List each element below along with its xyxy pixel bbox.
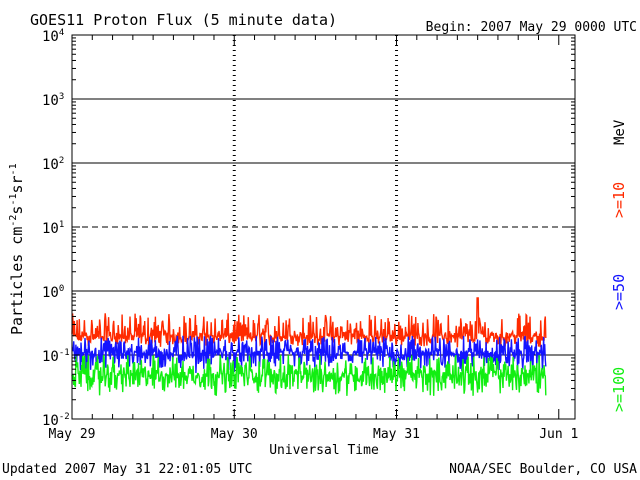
axes-layer: 10-2 10-1 100 101 102 103 104 May 29 May 30 May 3…: [42, 28, 578, 442]
series-line-2: [71, 354, 547, 396]
x-tick-label: Jun 1: [539, 427, 578, 442]
updated-label: Updated 2007 May 31 22:01:05 UTC: [2, 462, 252, 477]
legend-unit: MeV: [612, 119, 628, 145]
y-axis-label: Particles cm-2s-1sr-1: [8, 163, 26, 335]
y-tick-label: 101: [42, 220, 64, 237]
y-tick-label: 100: [42, 284, 64, 301]
legend-50mev: >=50: [610, 274, 628, 310]
x-axis-label: Universal Time: [269, 443, 379, 458]
y-tick-label: 102: [42, 156, 64, 173]
y-tick-label: 10-2: [42, 412, 70, 429]
y-tick-label: 103: [42, 92, 64, 109]
series-line-0: [71, 297, 547, 348]
y-tick-label: 10-1: [42, 348, 70, 365]
x-tick-label: May 29: [49, 427, 96, 442]
begin-label: Begin: 2007 May 29 0000 UTC: [426, 20, 637, 35]
x-tick-label: May 30: [211, 427, 258, 442]
credit-label: NOAA/SEC Boulder, CO USA: [449, 462, 637, 477]
x-tick-label: May 31: [373, 427, 420, 442]
legend-10mev: >=10: [610, 182, 628, 218]
y-tick-label: 104: [42, 28, 64, 45]
series-layer: [71, 297, 547, 396]
chart-title: GOES11 Proton Flux (5 minute data): [30, 11, 337, 29]
legend-100mev: >=100: [610, 367, 628, 412]
